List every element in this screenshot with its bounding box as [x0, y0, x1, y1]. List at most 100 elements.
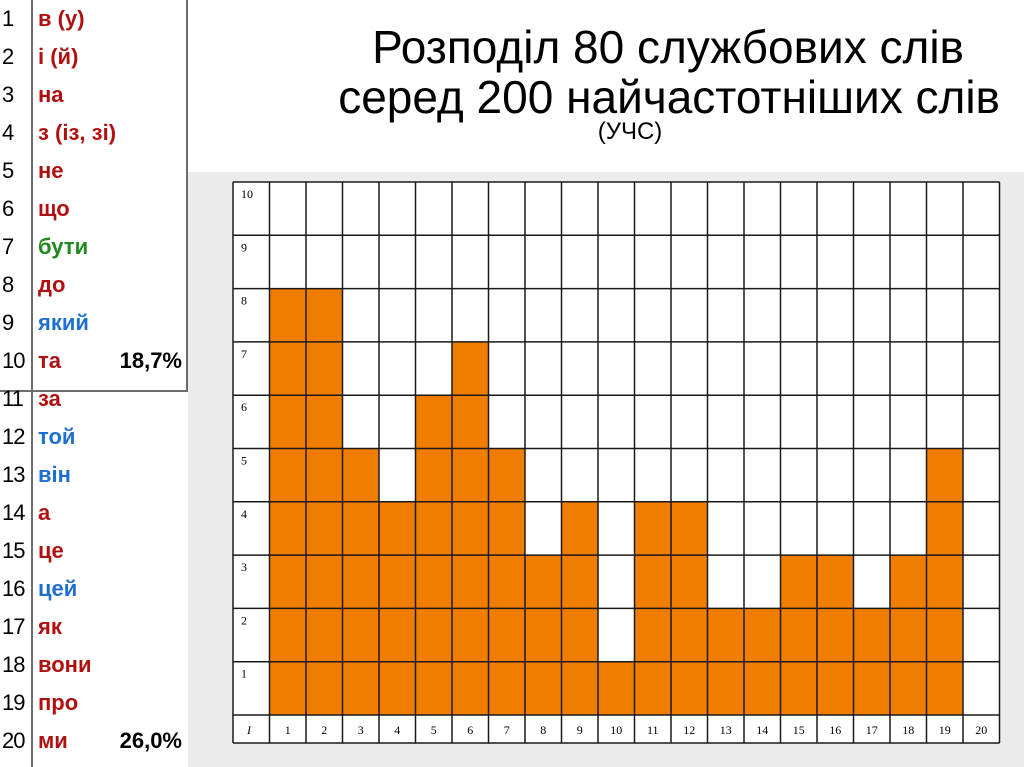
word-rank: 3: [2, 82, 14, 107]
word-rank: 6: [2, 196, 14, 221]
bar-6: [452, 341, 489, 715]
word-list-divider: [186, 0, 188, 392]
bar-10: [598, 661, 635, 715]
y-tick-label: 6: [241, 400, 247, 414]
word-list-separator: [0, 390, 188, 392]
x-tick-label: 7: [504, 723, 510, 737]
word-rank: 4: [2, 120, 14, 145]
word-list-row: 5 не: [0, 152, 188, 190]
word-text: про: [38, 690, 79, 715]
word-list-row: 7 бути: [0, 228, 188, 266]
word-list-row: 8 до: [0, 266, 188, 304]
chart-panel: 1 2 3 4 5 6 7 8 9 10 I 1 2 3 4 5 6 7 8 9 10 11 12 13 14 15 16 17 18 1…: [188, 172, 1024, 767]
x-tick-label: 19: [939, 723, 951, 737]
x-tick-label: 5: [431, 723, 437, 737]
x-tick-label: 10: [610, 723, 622, 737]
y-tick-label: 2: [241, 613, 247, 627]
word-text: з (із, зі): [38, 120, 117, 145]
y-tick-label: 1: [241, 667, 247, 681]
word-rank: 11: [2, 386, 24, 411]
x-tick-label: 15: [793, 723, 805, 737]
word-list-row: 6 що: [0, 190, 188, 228]
word-list-row: 18 вони: [0, 646, 188, 684]
y-tick-label: 5: [241, 454, 247, 468]
word-list-row: 16 цей: [0, 570, 188, 608]
word-text: цей: [38, 576, 78, 601]
word-rank: 17: [2, 614, 25, 639]
word-rank: 8: [2, 272, 14, 297]
bar-7: [488, 448, 525, 715]
x-tick-label: 6: [467, 723, 473, 737]
word-list-divider: [31, 0, 33, 767]
y-tick-label: 4: [241, 507, 247, 521]
x-corner-label: I: [246, 723, 252, 737]
word-rank: 16: [2, 576, 25, 601]
bar-3: [342, 448, 379, 715]
x-tick-label: 3: [358, 723, 364, 737]
word-list-row: 4 з (із, зі): [0, 114, 188, 152]
word-list-row: 14 а: [0, 494, 188, 532]
x-tick-label: 16: [829, 723, 841, 737]
word-text: бути: [38, 234, 89, 259]
word-list-row: 17 як: [0, 608, 188, 646]
x-tick-label: 20: [975, 723, 987, 737]
word-text: який: [38, 310, 89, 335]
x-tick-label: 18: [902, 723, 914, 737]
x-tick-label: 1: [285, 723, 291, 737]
word-text: що: [38, 196, 70, 221]
word-list-row: 12 той: [0, 418, 188, 456]
cumulative-percent: 18,7%: [119, 348, 182, 373]
y-tick-label: 3: [241, 560, 247, 574]
word-text: він: [38, 462, 71, 487]
word-rank: 13: [2, 462, 25, 487]
word-rank: 2: [2, 44, 14, 69]
slide-title: Розподіл 80 службових слів серед 200 най…: [200, 22, 1024, 122]
word-rank: 18: [2, 652, 25, 677]
x-tick-label: 8: [540, 723, 546, 737]
word-rank: 19: [2, 690, 25, 715]
word-rank: 10: [2, 348, 25, 373]
x-tick-label: 11: [647, 723, 659, 737]
y-tick-label: 10: [241, 187, 253, 201]
x-tick-label: 12: [683, 723, 695, 737]
word-text: той: [38, 424, 76, 449]
word-text: за: [38, 386, 61, 411]
word-list-row: 19 про: [0, 684, 188, 722]
word-text: ми: [38, 728, 68, 753]
word-rank: 20: [2, 728, 25, 753]
word-rank: 5: [2, 158, 14, 183]
word-list-row: 1 в (у): [0, 0, 188, 38]
word-text: і (й): [38, 44, 79, 69]
word-text: це: [38, 538, 64, 563]
word-rank: 9: [2, 310, 14, 335]
x-tick-label: 17: [866, 723, 878, 737]
x-tick-label: 14: [756, 723, 768, 737]
y-tick-label: 7: [241, 347, 247, 361]
word-list-row: 13 він: [0, 456, 188, 494]
title-line-2: серед 200 найчастотніших слів: [338, 71, 1000, 123]
cumulative-percent: 26,0%: [119, 728, 182, 753]
bar-18: [890, 555, 927, 715]
word-text: на: [38, 82, 64, 107]
word-text: в (у): [38, 6, 85, 31]
word-text: як: [38, 614, 62, 639]
word-list: 1 в (у) 2 і (й) 3 на 4 з (із, зі) 5 не 6 що 7 бути 8 до…: [0, 0, 188, 767]
x-tick-label: 4: [394, 723, 400, 737]
word-list-row: 20 ми 26,0%: [0, 722, 188, 760]
bar-19: [926, 448, 963, 715]
word-rank: 15: [2, 538, 25, 563]
word-text: до: [38, 272, 66, 297]
word-rank: 14: [2, 500, 25, 525]
word-rank: 7: [2, 234, 14, 259]
slide-subtitle: (УЧС): [597, 118, 663, 145]
word-list-row: 2 і (й): [0, 38, 188, 76]
word-text: та: [38, 348, 62, 373]
word-text: а: [38, 500, 51, 525]
bar-16: [817, 555, 854, 715]
y-tick-label: 8: [241, 294, 247, 308]
word-list-row: 10 та 18,7%: [0, 342, 188, 380]
x-tick-label: 9: [577, 723, 583, 737]
x-tick-label: 13: [720, 723, 732, 737]
y-tick-label: 9: [241, 240, 247, 254]
bar-8: [525, 555, 562, 715]
